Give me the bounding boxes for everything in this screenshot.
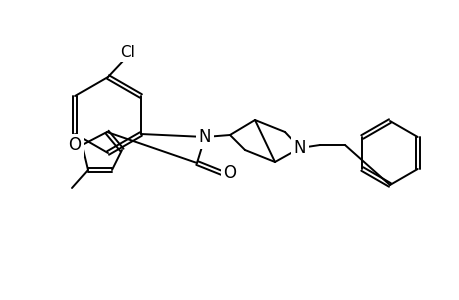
Text: N: N: [293, 139, 306, 157]
Text: O: O: [223, 164, 236, 182]
Text: O: O: [68, 136, 81, 154]
Text: N: N: [198, 128, 211, 146]
Text: Cl: Cl: [120, 44, 135, 59]
